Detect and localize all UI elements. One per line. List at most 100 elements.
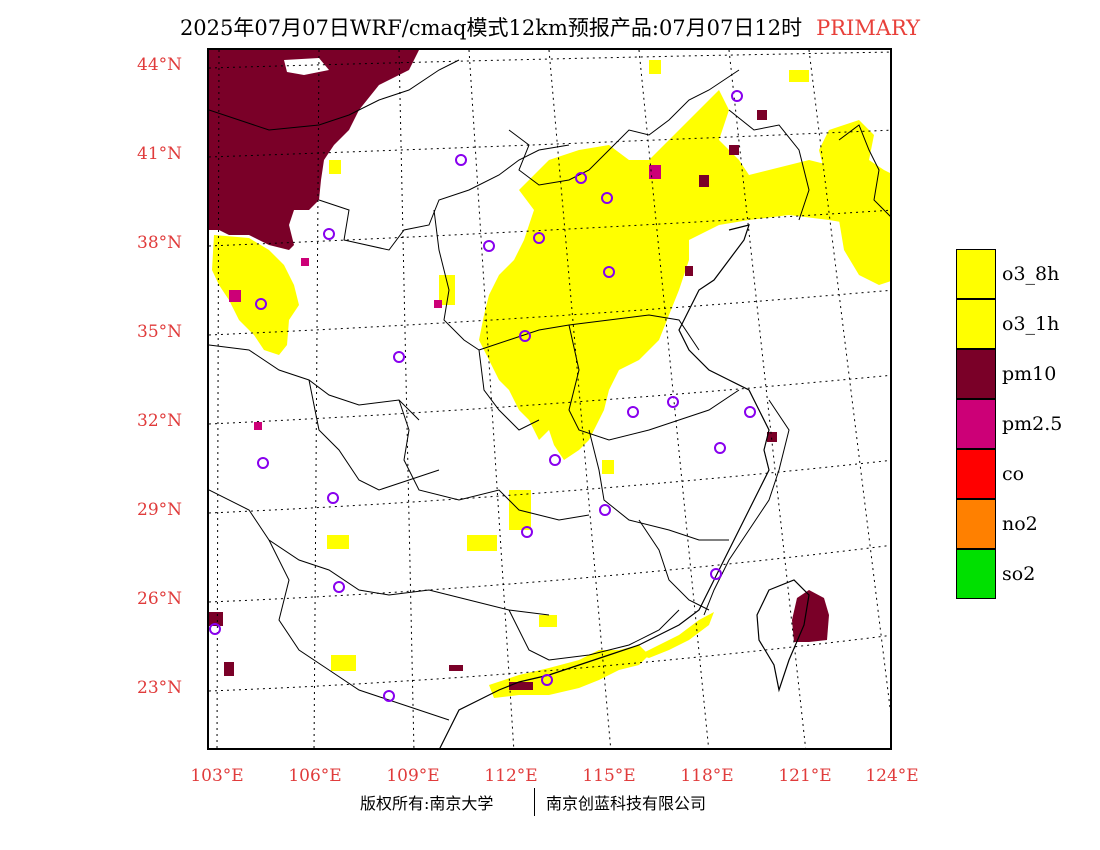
legend-swatch	[956, 449, 996, 499]
pm10-spot	[224, 662, 234, 676]
o3-patch	[439, 275, 455, 305]
station-marker	[731, 90, 743, 102]
station-marker	[549, 454, 561, 466]
pm10-spot	[699, 175, 709, 187]
pm10-region-northwest	[209, 50, 419, 250]
legend-item-so2: so2	[956, 549, 1096, 599]
station-marker	[521, 526, 533, 538]
pm25-spot	[301, 258, 309, 266]
legend-swatch	[956, 349, 996, 399]
legend-item-o3-1h: o3_1h	[956, 299, 1096, 349]
map-svg	[209, 50, 890, 748]
station-marker	[533, 232, 545, 244]
lon-label: 118°E	[680, 766, 734, 786]
lon-label: 112°E	[484, 766, 538, 786]
o3-region-northeast	[819, 120, 890, 285]
lon-label: 124°E	[865, 766, 919, 786]
lat-label: 29°N	[137, 500, 183, 520]
legend-swatch	[956, 499, 996, 549]
o3-region-south-coast	[489, 645, 649, 698]
station-marker	[667, 396, 679, 408]
o3-patch	[789, 70, 809, 82]
pm10-spot	[449, 665, 463, 671]
legend-item-no2: no2	[956, 499, 1096, 549]
lat-label: 38°N	[137, 233, 183, 253]
copyright-text: 版权所有:南京大学	[360, 794, 494, 813]
station-marker	[455, 154, 467, 166]
pm10-gap	[284, 58, 329, 75]
company-text: 南京创蓝科技有限公司	[546, 794, 707, 813]
pm25-spot	[229, 290, 241, 302]
station-marker	[209, 623, 221, 635]
legend-item-o3-8h: o3_8h	[956, 249, 1096, 299]
legend-label: no2	[1002, 513, 1038, 535]
station-marker	[483, 240, 495, 252]
station-marker	[714, 442, 726, 454]
map-canvas	[207, 48, 892, 750]
korea-outline	[838, 124, 890, 217]
legend-label: o3_1h	[1002, 313, 1060, 335]
legend-swatch	[956, 299, 996, 349]
lon-label: 109°E	[386, 766, 440, 786]
graticule	[209, 50, 890, 748]
legend-swatch	[956, 399, 996, 449]
primary-tag: PRIMARY	[816, 16, 921, 40]
o3-patch	[331, 655, 356, 671]
coastline	[439, 224, 770, 748]
lat-label: 23°N	[137, 678, 183, 698]
lon-label: 115°E	[582, 766, 636, 786]
legend-item-co: co	[956, 449, 1096, 499]
lat-label: 26°N	[137, 589, 183, 609]
map-title-text: 2025年07月07日WRF/cmaq模式12km预报产品:07月07日12时	[179, 16, 803, 40]
pm25-spot	[254, 422, 262, 430]
legend-label: pm10	[1002, 363, 1057, 385]
legend-label: pm2.5	[1002, 413, 1063, 435]
station-marker	[575, 172, 587, 184]
footer-separator	[534, 788, 535, 816]
station-marker	[603, 266, 615, 278]
pm10-spot	[767, 432, 777, 442]
pm10-spot	[209, 612, 223, 626]
station-marker	[383, 690, 395, 702]
station-marker	[599, 504, 611, 516]
lat-label: 32°N	[137, 411, 183, 431]
taiwan-outline	[756, 579, 810, 693]
o3-region-fujian-coast	[639, 612, 714, 658]
legend-label: o3_8h	[1002, 263, 1060, 285]
lon-label: 103°E	[190, 766, 244, 786]
lat-label: 35°N	[137, 322, 183, 342]
lat-label: 44°N	[137, 55, 183, 75]
pm10-spot	[509, 682, 533, 690]
lon-label: 106°E	[288, 766, 342, 786]
pm10-spot	[685, 266, 693, 276]
legend-item-pm25: pm2.5	[956, 399, 1096, 449]
station-marker	[519, 330, 531, 342]
province-borders	[209, 59, 810, 721]
pm10-spot	[757, 110, 767, 120]
stations	[209, 90, 756, 702]
legend-swatch	[956, 549, 996, 599]
map-title: 2025年07月07日WRF/cmaq模式12km预报产品:07月07日12时 P…	[0, 12, 1100, 42]
pm10-spot	[729, 145, 739, 155]
pm10-region-taiwan	[792, 590, 829, 642]
o3-region-west	[212, 235, 299, 355]
station-marker	[601, 192, 613, 204]
station-marker	[627, 406, 639, 418]
legend-item-pm10: pm10	[956, 349, 1096, 399]
station-marker	[541, 674, 553, 686]
pm25-spot	[434, 300, 442, 308]
legend-label: so2	[1002, 563, 1036, 585]
station-marker	[323, 228, 335, 240]
pm25-spot	[649, 165, 661, 179]
legend-swatch	[956, 249, 996, 299]
o3-patch	[539, 615, 557, 627]
station-marker	[333, 581, 345, 593]
station-marker	[257, 457, 269, 469]
station-marker	[255, 298, 267, 310]
o3-patch	[602, 460, 614, 474]
o3-patch	[649, 60, 661, 74]
station-marker	[327, 492, 339, 504]
legend-label: co	[1002, 463, 1025, 485]
o3-patch	[327, 535, 349, 549]
lon-label: 121°E	[778, 766, 832, 786]
